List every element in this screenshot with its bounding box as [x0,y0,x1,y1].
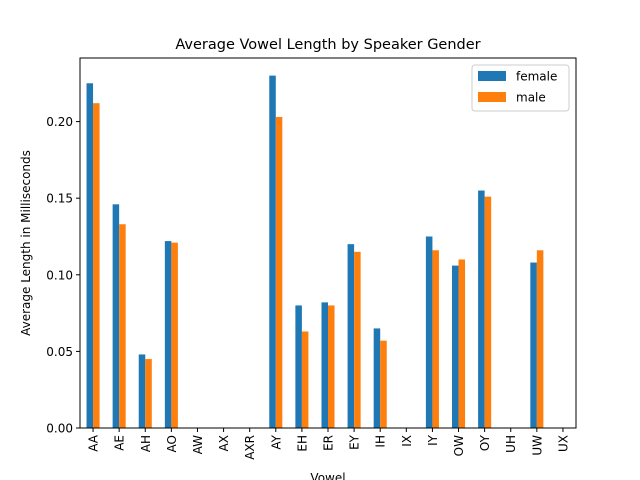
y-tick-label: 0.05 [46,345,73,359]
plot-frame [79,57,577,429]
bar-female-ae [112,204,120,428]
bar-female-oy [478,190,485,428]
bar-female-eh [295,305,302,428]
x-tick-label-ay: AY [269,434,283,449]
y-tick-label: 0.20 [46,115,73,129]
bar-male-eh [301,331,309,428]
bar-male-uw [536,250,544,428]
x-tick-label-aw: AW [191,435,205,455]
bar-male-ey [354,251,361,428]
bar-female-ow [452,265,459,428]
x-tick-label-ux: UX [556,435,570,452]
bar-female-iy [425,236,433,428]
x-axis-ticks: AA AE AH AO AW AX AXR AY EH ER EY IH IX IY OW OY UH UW UX [87,428,570,460]
bar-female-ay [269,75,276,428]
y-axis-label: Average Length in Milliseconds [19,150,33,336]
bar-female-ah [138,354,146,428]
y-axis-ticks: 0.00 0.05 0.10 0.15 0.20 [46,115,80,436]
bar-male-er [328,305,335,428]
bar-male-ah [145,359,152,428]
legend-swatch-male [478,92,506,102]
x-tick-label-ix: IX [400,435,414,447]
x-axis-label: Vowel [310,471,345,480]
bar-male-ao [171,242,178,428]
x-tick-label-er: ER [322,435,336,451]
x-tick-label-oy: OY [478,434,492,451]
y-tick-label: 0.10 [46,268,73,282]
chart-title: Average Vowel Length by Speaker Gender [175,37,480,53]
x-tick-label-aa: AA [87,434,101,452]
bar-female-er [321,302,328,428]
x-tick-label-ao: AO [165,435,179,452]
bar-female-ih [373,328,381,428]
bar-male-aa [93,103,100,428]
bar-female-ao [164,241,172,428]
bar-male-iy [432,250,439,428]
bar-female-aa [86,83,94,428]
bar-male-ae [119,224,126,428]
x-tick-label-iy: IY [426,434,440,446]
x-tick-label-uh: UH [504,435,518,453]
legend: female male [471,64,570,112]
x-tick-label-ow: OW [452,435,466,456]
x-tick-label-ae: AE [113,435,127,451]
x-tick-label-axr: AXR [243,435,257,460]
legend-label-female: female [516,70,557,84]
legend-label-male: male [516,91,546,105]
bar-female-ey [347,244,355,428]
x-tick-label-ey: EY [348,434,362,450]
y-tick-label: 0.00 [46,422,73,436]
bars-group [86,75,544,428]
bar-male-ih [380,340,387,428]
bar-male-ow [458,259,466,428]
bar-male-oy [484,196,492,428]
x-tick-label-ih: IH [374,435,388,448]
bar-female-uw [530,262,537,428]
x-tick-label-ax: AX [217,435,231,451]
y-tick-label: 0.15 [46,192,73,206]
x-tick-label-ah: AH [139,435,153,452]
bar-male-ay [275,116,283,428]
x-tick-label-uw: UW [530,435,544,456]
x-tick-label-eh: EH [295,435,309,452]
legend-swatch-female [478,71,506,81]
